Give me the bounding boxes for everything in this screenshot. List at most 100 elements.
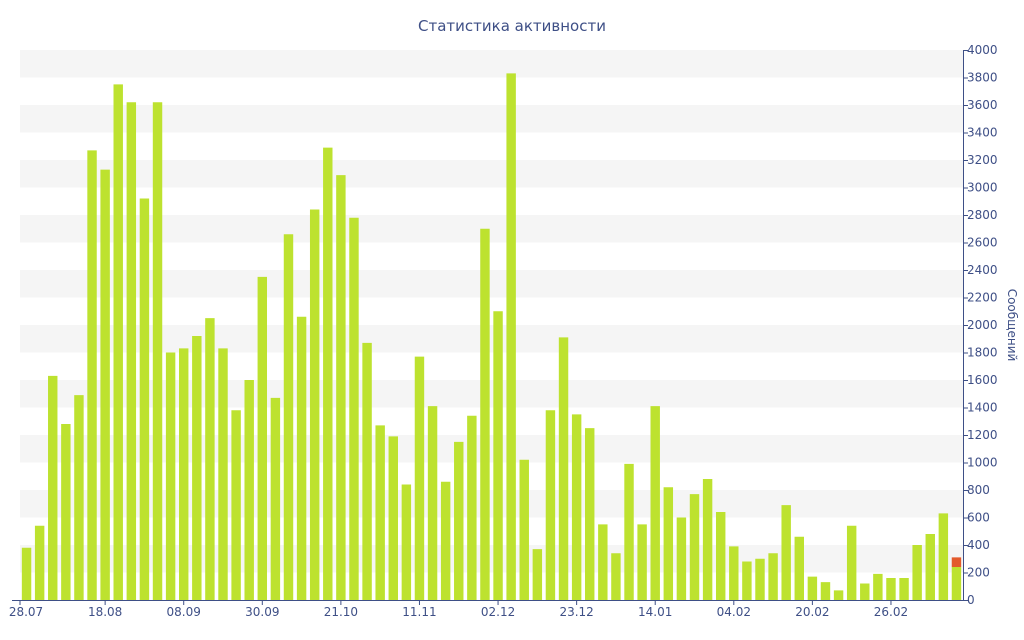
bar[interactable]	[820, 582, 831, 601]
bar[interactable]	[388, 436, 398, 601]
y-tick-label: 3000	[967, 181, 998, 195]
bar[interactable]	[624, 463, 634, 601]
bar[interactable]	[440, 481, 451, 600]
bar[interactable]	[886, 578, 896, 600]
bar[interactable]	[61, 424, 71, 600]
bar[interactable]	[270, 397, 281, 601]
y-tick-label: 3200	[967, 153, 998, 167]
bar[interactable]	[427, 406, 438, 601]
grid-band	[20, 490, 963, 518]
bar[interactable]	[493, 311, 503, 600]
bar[interactable]	[702, 479, 713, 600]
bar[interactable]	[231, 410, 241, 600]
bar[interactable]	[938, 513, 949, 601]
bar[interactable]	[192, 336, 202, 600]
bar[interactable]	[650, 406, 660, 601]
bar[interactable]	[781, 505, 791, 601]
bar[interactable]	[899, 578, 909, 600]
y-tick-label: 1200	[967, 428, 998, 442]
y-tick-label: 1800	[967, 346, 998, 360]
x-tick-label: 11.11	[402, 605, 436, 619]
x-tick-label: 23.12	[559, 605, 593, 619]
bar[interactable]	[637, 524, 647, 601]
bar[interactable]	[336, 175, 346, 601]
bar[interactable]	[244, 380, 254, 600]
bar[interactable]	[860, 583, 870, 601]
bar[interactable]	[833, 590, 844, 601]
bar[interactable]	[296, 316, 307, 600]
bar[interactable]	[375, 425, 385, 601]
bar[interactable]	[179, 348, 189, 601]
bar[interactable]	[598, 524, 608, 601]
bar[interactable]	[742, 561, 752, 601]
grid-band	[20, 50, 963, 78]
bar[interactable]	[113, 84, 123, 601]
bar[interactable]	[794, 536, 804, 600]
bar[interactable]	[139, 198, 150, 601]
bar[interactable]	[545, 410, 556, 600]
bar[interactable]	[925, 534, 935, 600]
bar[interactable]	[755, 558, 765, 600]
bar[interactable]	[689, 494, 700, 601]
bar[interactable]	[506, 73, 516, 601]
y-tick-label: 3800	[967, 71, 998, 85]
bar[interactable]	[571, 414, 582, 601]
bar[interactable]	[165, 352, 176, 601]
bar[interactable]	[21, 547, 32, 600]
bar[interactable]	[873, 573, 883, 601]
grid-band	[20, 545, 963, 573]
bar[interactable]	[846, 525, 857, 600]
bar[interactable]	[807, 576, 818, 601]
bar[interactable]	[532, 549, 543, 601]
grid-band	[20, 270, 963, 298]
x-tick-labels: 28.07 18.08 08.09 30.09 21.10 11.11 02.12 23.12…	[9, 600, 908, 619]
y-tick-label: 600	[967, 511, 990, 525]
bar[interactable]	[454, 441, 464, 601]
bar[interactable]	[519, 459, 529, 600]
bar[interactable]	[558, 337, 569, 601]
y-tick-label: 2000	[967, 318, 998, 332]
bar[interactable]	[283, 234, 294, 600]
bar[interactable]	[218, 348, 228, 601]
bar[interactable]	[205, 318, 215, 601]
bar[interactable]	[414, 356, 425, 601]
x-tick-label: 14.01	[638, 605, 672, 619]
x-tick-label: 18.08	[88, 605, 122, 619]
bar[interactable]	[323, 147, 333, 601]
y-tick-label: 3400	[967, 126, 998, 140]
bar[interactable]	[48, 375, 58, 601]
bar[interactable]	[152, 102, 163, 600]
bar[interactable]	[362, 342, 372, 601]
grid-band	[20, 380, 963, 408]
bar[interactable]	[951, 567, 962, 600]
bar[interactable]	[126, 102, 137, 600]
bar[interactable]	[309, 209, 320, 601]
bar[interactable]	[768, 553, 778, 600]
bar[interactable]	[715, 512, 726, 600]
bar[interactable]	[676, 517, 687, 601]
bar[interactable]	[467, 415, 477, 600]
bar[interactable]	[611, 553, 621, 600]
bar[interactable]	[585, 428, 595, 601]
x-tick-label: 02.12	[481, 605, 515, 619]
bar[interactable]	[912, 545, 922, 600]
bar[interactable]	[663, 487, 674, 600]
bar[interactable]	[729, 546, 739, 601]
grid-band	[20, 215, 963, 243]
x-tick-label: 08.09	[167, 605, 201, 619]
bars-group	[21, 73, 962, 601]
y-tick-label: 2200	[967, 291, 998, 305]
y-tick-label: 2600	[967, 236, 998, 250]
bar-highlight-segment[interactable]	[951, 557, 962, 568]
bar[interactable]	[100, 169, 110, 601]
bar[interactable]	[480, 228, 490, 600]
bar[interactable]	[74, 395, 84, 601]
bar[interactable]	[87, 150, 97, 601]
y-tick-label: 4000	[967, 43, 998, 57]
bar[interactable]	[257, 276, 268, 601]
bar[interactable]	[34, 525, 45, 600]
bar[interactable]	[349, 217, 359, 600]
bar[interactable]	[401, 484, 412, 601]
y-axis-title: Сообщений	[1005, 289, 1019, 362]
